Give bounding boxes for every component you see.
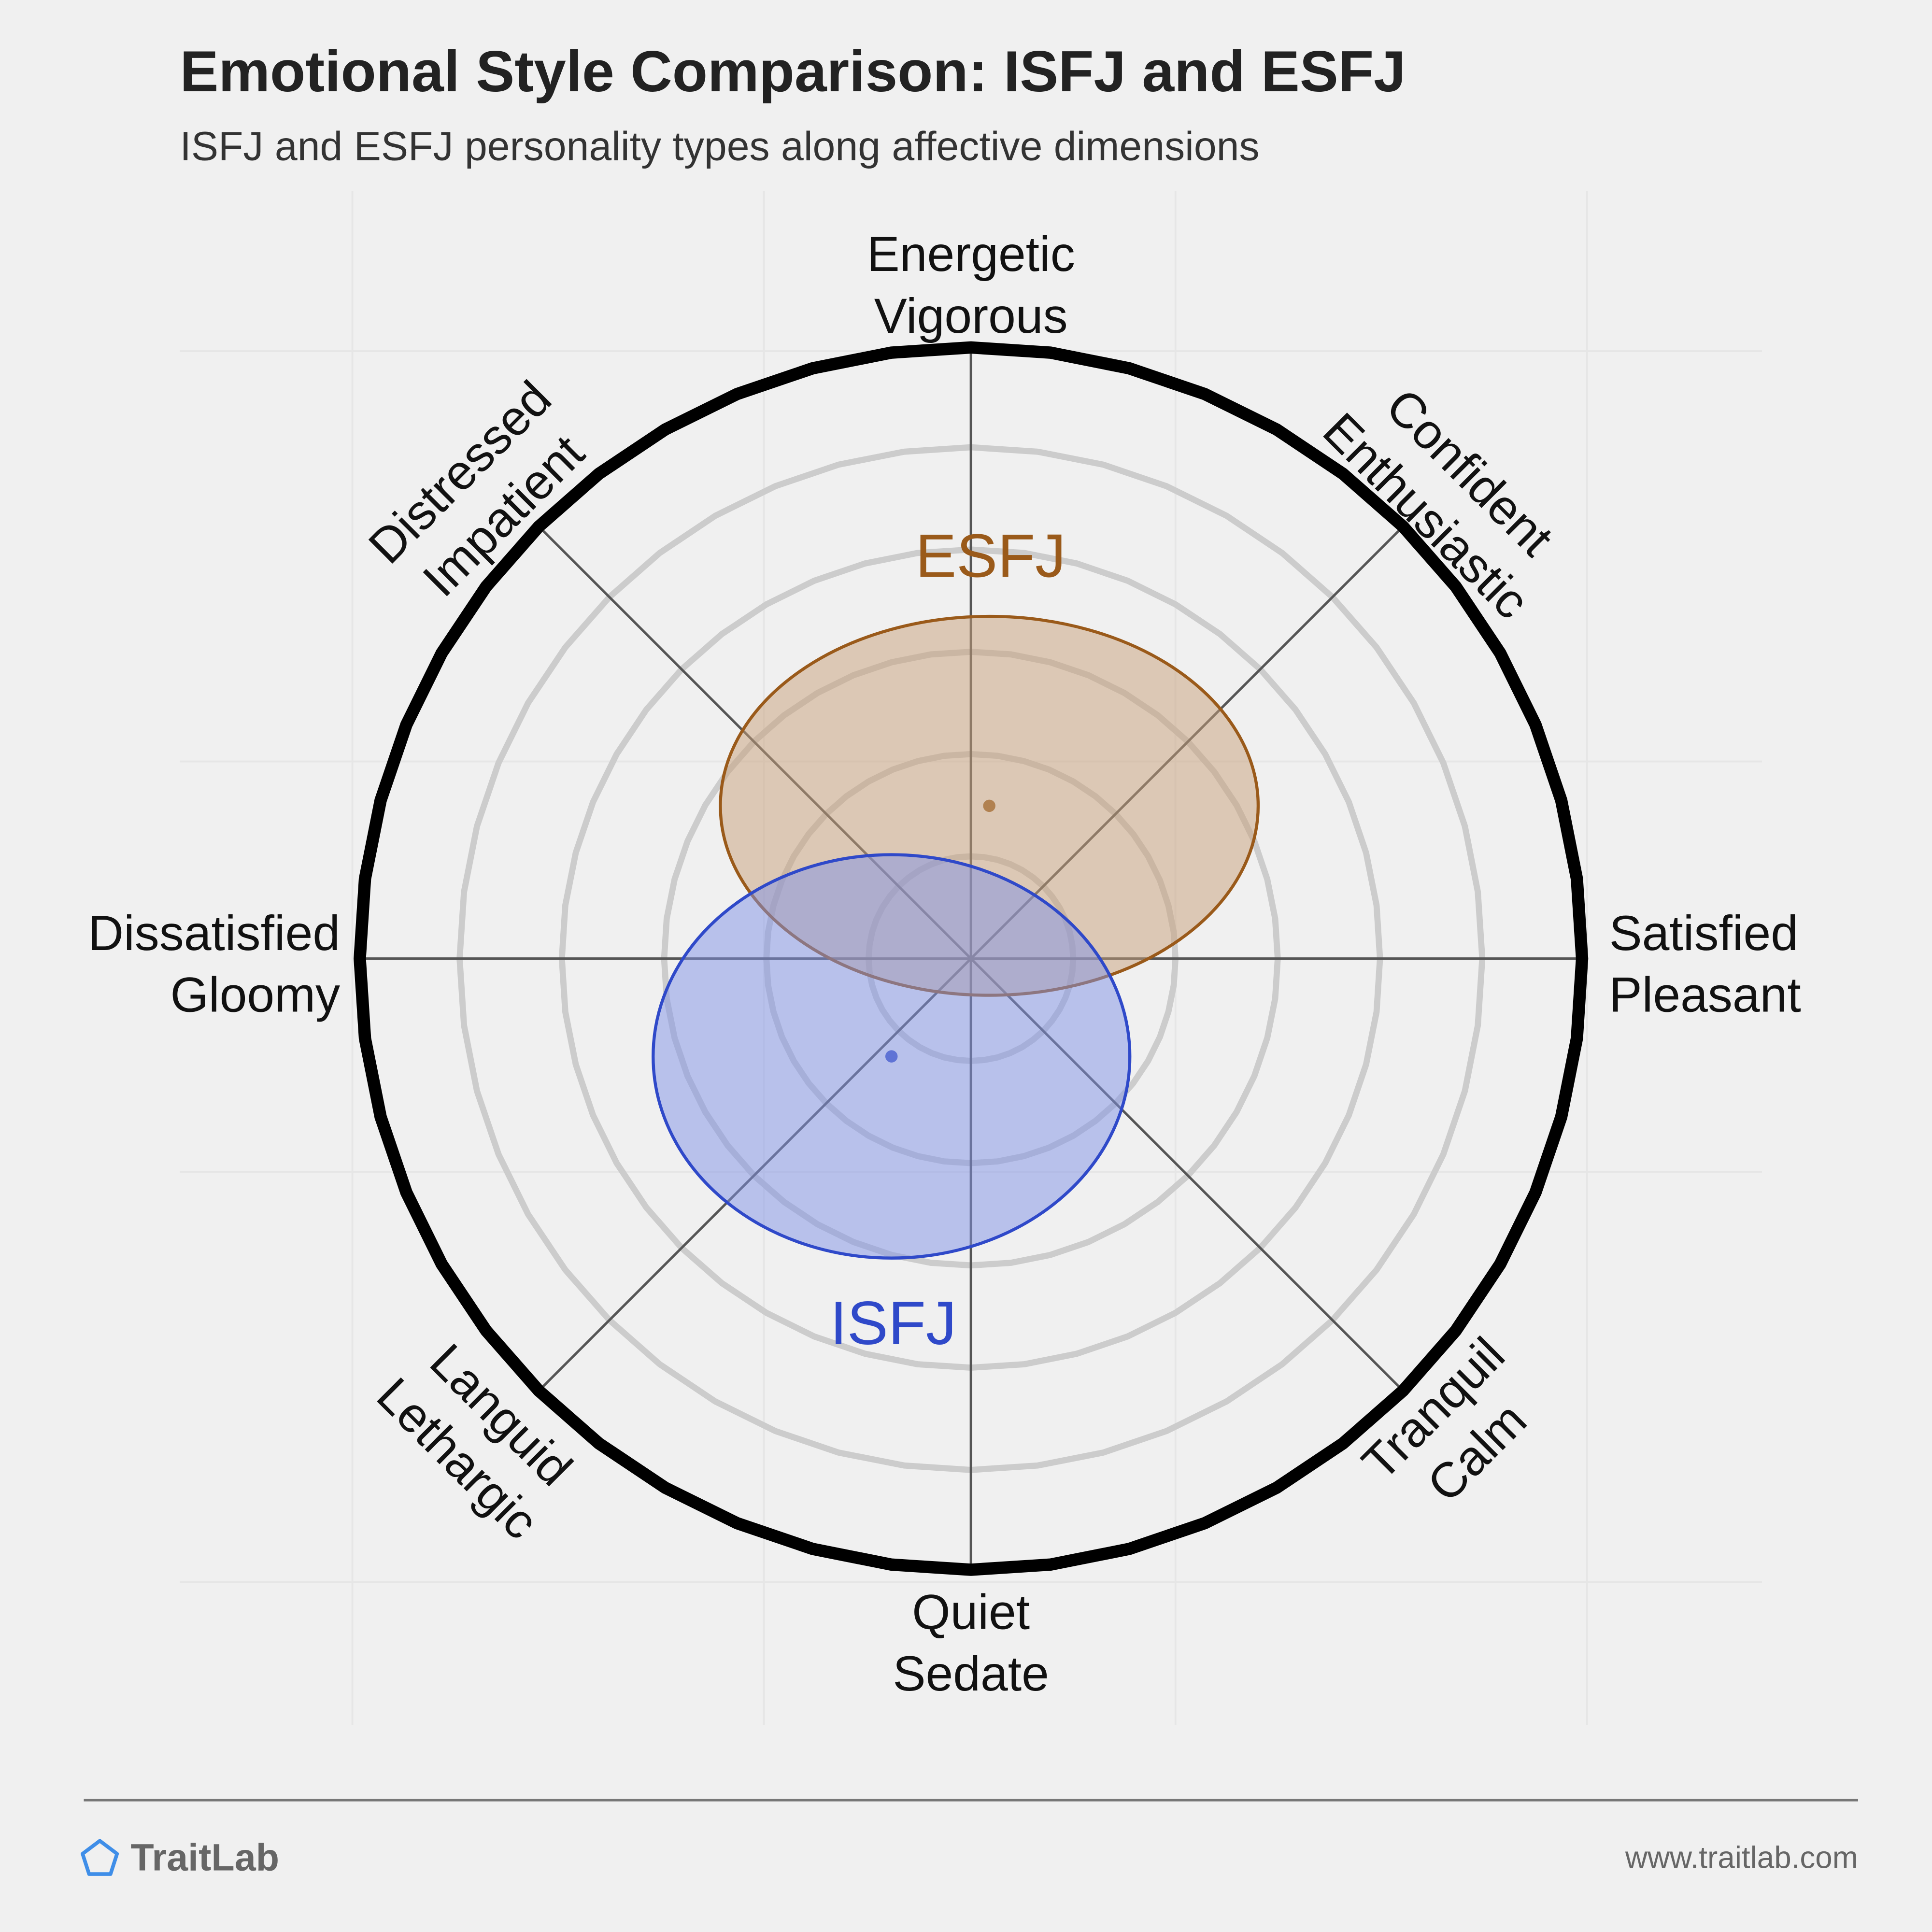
axis-label-ne: ConfidentEnthusiastic [1313, 359, 1583, 629]
axis-label-line: Energetic [867, 227, 1075, 282]
axis-label-line: Quiet [912, 1584, 1030, 1639]
outer-ring [354, 341, 1589, 1576]
brand-logo: TraitLab [79, 1836, 279, 1880]
axis-label-line: Vigorous [874, 288, 1068, 343]
esfj-label: ESFJ [915, 522, 1066, 590]
esfj-center-point [983, 799, 995, 812]
footer-divider [84, 1799, 1858, 1802]
axis-label-s: Quiet Sedate [893, 1584, 1049, 1701]
axis-label-line: Pleasant [1609, 967, 1801, 1022]
axis-label-n: Energetic Vigorous [867, 227, 1075, 343]
site-url: www.traitlab.com [1625, 1841, 1858, 1875]
axis-label-e: Satisfied Pleasant [1609, 906, 1801, 1023]
axis-label-w: Dissatisfied Gloomy [88, 906, 340, 1023]
axis-label-line: Satisfied [1609, 906, 1798, 961]
axis-label-line: Dissatisfied [88, 906, 340, 961]
chart-subtitle: ISFJ and ESFJ personality types along af… [180, 123, 1260, 169]
chart-title: Emotional Style Comparison: ISFJ and ESF… [180, 38, 1406, 104]
axis-label-sw: LanguidLethargic [367, 1323, 593, 1549]
axis-label-se: TranquilCalm [1351, 1327, 1559, 1534]
brand-name: TraitLab [130, 1836, 280, 1879]
axis-label-line: Gloomy [170, 967, 341, 1022]
isfj-center-point [885, 1050, 898, 1063]
axis-label-line: Sedate [893, 1646, 1049, 1701]
isfj-label: ISFJ [830, 1289, 956, 1358]
pentagon-icon [81, 1839, 119, 1876]
